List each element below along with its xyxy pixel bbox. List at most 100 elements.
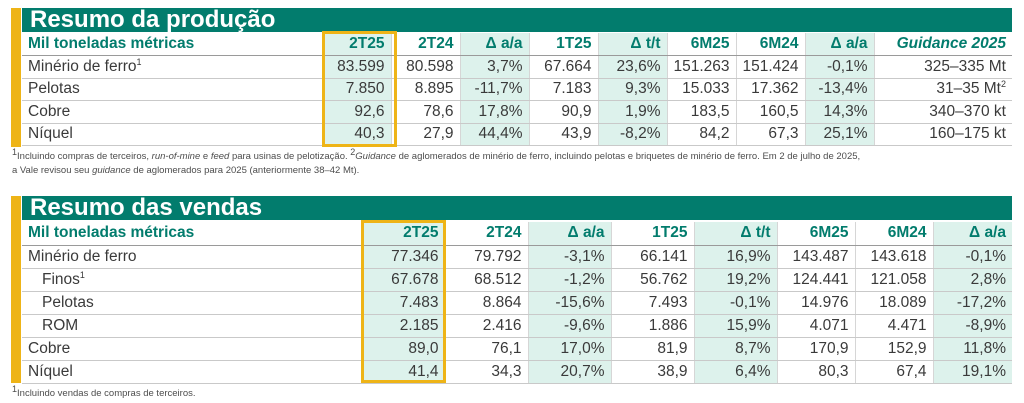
sales-row: ROM 2.185 2.416 -9,6% 1.886 15,9% 4.071 4.471 -8… [22, 314, 1012, 338]
production-header-cell: Δ t/t [598, 33, 668, 56]
sales-cell: 11,8% [933, 337, 1012, 361]
sales-cell: 34,3 [445, 360, 529, 384]
sales-cell: -0,1% [694, 291, 778, 315]
sales-cell: 6,4% [694, 360, 778, 384]
production-cell: 160–175 kt [874, 123, 1012, 146]
sales-header-cell: Δ t/t [694, 222, 778, 246]
production-cell: 84,2 [667, 123, 737, 146]
sales-cell: -15,6% [528, 291, 612, 315]
sales-cell: 67,4 [855, 360, 934, 384]
production-cell: -13,4% [805, 78, 875, 101]
production-cell: -11,7% [460, 78, 530, 101]
production-header-cell: 1T25 [529, 33, 599, 56]
sales-cell: 67.678 [362, 268, 446, 292]
sales-row: Pelotas 7.483 8.864 -15,6% 7.493 -0,1% 14.976 1… [22, 291, 1012, 315]
sales-cell: 19,1% [933, 360, 1012, 384]
sales-row-label: Cobre [22, 337, 363, 361]
production-cell: 31–35 Mt2 [874, 78, 1012, 101]
sales-cell: 4.471 [855, 314, 934, 338]
production-row: Cobre 92,6 78,6 17,8% 90,9 1,9% 183,5 160,5 14,3… [22, 100, 1012, 124]
production-row: Minério de ferro1 83.599 80.598 3,7% 67.664 2… [22, 55, 1012, 79]
sales-cell: 124.441 [777, 268, 856, 292]
sales-row: Minério de ferro 77.346 79.792 -3,1% 66.141 1… [22, 245, 1012, 269]
sales-cell: 18.089 [855, 291, 934, 315]
production-cell: 25,1% [805, 123, 875, 146]
sales-row-label: Finos1 [22, 268, 363, 292]
production-header-cell: Guidance 2025 [874, 33, 1012, 56]
sales-cell: 143.487 [777, 245, 856, 269]
sales-row: Finos1 67.678 68.512 -1,2% 56.762 19,2% 124.44… [22, 268, 1012, 292]
sales-footnote: 1Incluindo vendas de compras de terceiro… [12, 383, 196, 399]
sales-cell: 15,9% [694, 314, 778, 338]
sales-cell: -17,2% [933, 291, 1012, 315]
production-header-cell: 2T24 [391, 33, 461, 56]
sales-header-cell: Δ a/a [528, 222, 612, 246]
sales-cell: -0,1% [933, 245, 1012, 269]
production-header-cell: 6M24 [736, 33, 806, 56]
production-header-cell: Δ a/a [460, 33, 530, 56]
sales-header-row: Mil toneladas métricas 2T25 2T24 Δ a/a 1T25 Δ… [22, 222, 1012, 246]
accent-bar-production [11, 8, 21, 147]
production-cell: 67.664 [529, 55, 599, 79]
sales-header-cell: 2T25 [362, 222, 446, 246]
sales-cell: 2,8% [933, 268, 1012, 292]
sales-cell: 19,2% [694, 268, 778, 292]
production-cell: 67,3 [736, 123, 806, 146]
production-cell: -0,1% [805, 55, 875, 79]
sales-table: Mil toneladas métricas 2T25 2T24 Δ a/a 1T25 Δ… [22, 222, 1012, 384]
production-cell: 340–370 kt [874, 100, 1012, 124]
production-title: Resumo da produção [22, 8, 1012, 32]
production-header-cell: Δ a/a [805, 33, 875, 56]
production-cell: 44,4% [460, 123, 530, 146]
production-header-cell: 2T25 [322, 33, 392, 56]
sales-row: Cobre 89,0 76,1 17,0% 81,9 8,7% 170,9 152,9 11,8… [22, 337, 1012, 361]
sales-cell: 76,1 [445, 337, 529, 361]
production-header-row: Mil toneladas métricas 2T25 2T24 Δ a/a 1T25 Δ… [22, 33, 1012, 56]
sales-cell: 41,4 [362, 360, 446, 384]
sales-title: Resumo das vendas [22, 196, 1012, 220]
production-cell: 17,8% [460, 100, 530, 124]
sales-row: Níquel 41,4 34,3 20,7% 38,9 6,4% 80,3 67,4 19,1% [22, 360, 1012, 384]
sales-cell: 7.483 [362, 291, 446, 315]
sales-cell: 121.058 [855, 268, 934, 292]
production-header-cell: Mil toneladas métricas [22, 33, 323, 56]
sales-cell: 14.976 [777, 291, 856, 315]
sales-cell: 17,0% [528, 337, 612, 361]
production-row-label: Cobre [22, 100, 323, 124]
sales-row-label: Minério de ferro [22, 245, 363, 269]
sales-header-cell: Δ a/a [933, 222, 1012, 246]
production-table: Mil toneladas métricas 2T25 2T24 Δ a/a 1T25 Δ… [22, 33, 1012, 146]
production-cell: 7.183 [529, 78, 599, 101]
production-cell: 43,9 [529, 123, 599, 146]
sales-cell: -9,6% [528, 314, 612, 338]
production-cell: 7.850 [322, 78, 392, 101]
production-cell: -8,2% [598, 123, 668, 146]
sales-cell: 66.141 [611, 245, 695, 269]
sales-cell: 152,9 [855, 337, 934, 361]
production-footnote: 1Incluindo compras de terceiros, run-of-… [12, 146, 861, 176]
sales-header-cell: 6M25 [777, 222, 856, 246]
sales-header-cell: 1T25 [611, 222, 695, 246]
production-cell: 83.599 [322, 55, 392, 79]
production-cell: 1,9% [598, 100, 668, 124]
sales-cell: 38,9 [611, 360, 695, 384]
sales-cell: -8,9% [933, 314, 1012, 338]
sales-cell: 8.864 [445, 291, 529, 315]
sales-cell: -3,1% [528, 245, 612, 269]
production-cell: 90,9 [529, 100, 599, 124]
sales-header-cell: Mil toneladas métricas [22, 222, 363, 246]
production-cell: 151.263 [667, 55, 737, 79]
sales-cell: -1,2% [528, 268, 612, 292]
sales-cell: 2.416 [445, 314, 529, 338]
sales-cell: 68.512 [445, 268, 529, 292]
production-cell: 9,3% [598, 78, 668, 101]
accent-bar-sales [11, 196, 21, 383]
sales-header-cell: 2T24 [445, 222, 529, 246]
sales-cell: 143.618 [855, 245, 934, 269]
production-cell: 23,6% [598, 55, 668, 79]
production-cell: 92,6 [322, 100, 392, 124]
sales-cell: 2.185 [362, 314, 446, 338]
production-cell: 14,3% [805, 100, 875, 124]
sales-cell: 20,7% [528, 360, 612, 384]
sales-header-cell: 6M24 [855, 222, 934, 246]
